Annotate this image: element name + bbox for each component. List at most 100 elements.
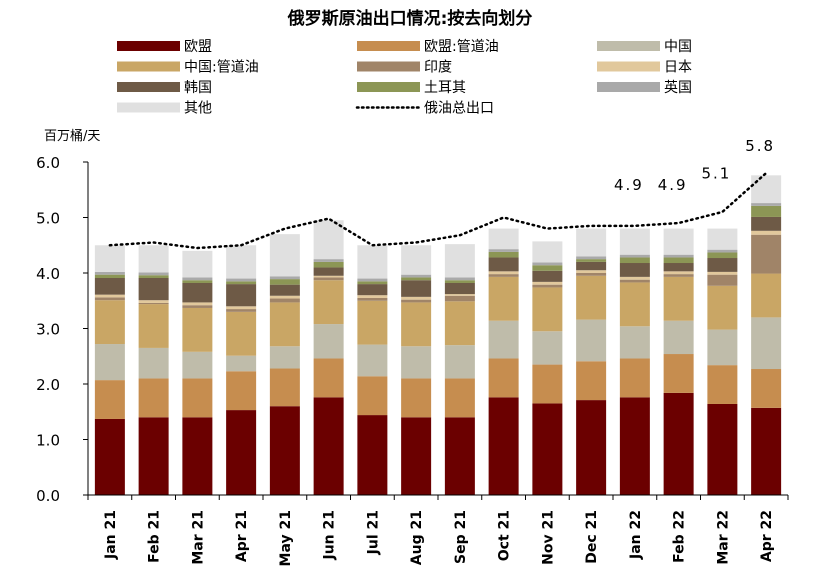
bar-segment: [357, 376, 388, 416]
bar-segment: [226, 245, 257, 279]
y-tick-label: 4.0: [36, 265, 60, 283]
bar-segment: [532, 270, 563, 282]
bar-segment: [138, 378, 169, 418]
x-tick-label: Feb 22: [672, 510, 688, 563]
bar-segment: [444, 345, 475, 379]
legend-swatch: [117, 41, 180, 51]
legend-item: 英国: [597, 79, 692, 96]
bar-segment: [401, 280, 432, 297]
legend-item: 土耳其: [357, 80, 466, 96]
y-tick-label: 0.0: [36, 487, 60, 505]
bar-segment: [619, 279, 650, 283]
bars: [94, 175, 782, 495]
legend-label: 其他: [184, 101, 212, 117]
bar-segment: [269, 406, 300, 495]
bar-segment: [313, 358, 344, 398]
bar-segment: [751, 230, 782, 235]
x-tick-label: Dec 21: [584, 510, 600, 564]
bar-segment: [138, 347, 169, 379]
bar-segment: [269, 368, 300, 407]
bar-segment: [707, 274, 738, 286]
bar-segment: [357, 284, 388, 296]
bar-segment: [94, 277, 125, 295]
bar-segment: [619, 254, 650, 258]
bar-segment: [576, 256, 607, 260]
bar-stack: [444, 244, 475, 495]
legend-swatch: [357, 41, 420, 51]
bar-segment: [401, 417, 432, 495]
bar-segment: [138, 302, 169, 305]
bar-segment: [226, 306, 257, 310]
bar-segment: [401, 378, 432, 418]
x-tick-label: Sep 21: [453, 510, 469, 564]
x-tick-label: Oct 21: [497, 510, 513, 561]
bar-stack: [182, 250, 213, 495]
legend-item: 欧盟: [117, 39, 212, 55]
bar-segment: [663, 257, 694, 264]
bar-segment: [269, 298, 300, 303]
bar-segment: [182, 351, 213, 379]
bar-segment: [619, 358, 650, 398]
x-tick-label: Feb 21: [147, 510, 163, 563]
value-annotation: 5.1: [701, 165, 731, 183]
bar-segment: [576, 275, 607, 320]
value-annotation: 4.9: [658, 176, 688, 194]
y-tick-label: 5.0: [36, 210, 60, 228]
y-axis: 0.0 1.0 2.0 3.0 4.0 5.0 6.0: [36, 154, 89, 505]
legend-label: 中国:管道油: [184, 60, 259, 76]
legend-label: 印度: [424, 60, 452, 76]
bar-segment: [663, 320, 694, 355]
bar-segment: [576, 228, 607, 257]
bar-stack: [313, 220, 344, 495]
bar-segment: [313, 280, 344, 325]
bar-segment: [488, 320, 519, 359]
bar-segment: [94, 245, 125, 272]
bar-stack: [619, 228, 650, 495]
bar-segment: [94, 418, 125, 495]
x-tick-label: May 21: [278, 510, 294, 566]
bar-stack: [226, 245, 257, 495]
bar-segment: [444, 294, 475, 296]
bar-segment: [488, 257, 519, 272]
bar-segment: [357, 297, 388, 301]
bar-segment: [357, 295, 388, 298]
bar-segment: [313, 259, 344, 262]
bar-segment: [357, 278, 388, 282]
legend-item: 欧盟:管道油: [357, 39, 499, 55]
bar-segment: [576, 273, 607, 276]
bar-segment: [488, 358, 519, 398]
bar-stack: [663, 228, 694, 495]
bar-segment: [269, 284, 300, 296]
bar-segment: [444, 280, 475, 283]
bar-segment: [444, 282, 475, 295]
bar-segment: [619, 282, 650, 327]
bar-segment: [663, 354, 694, 393]
bar-segment: [269, 234, 300, 277]
legend-label: 土耳其: [424, 80, 466, 96]
bar-segment: [576, 259, 607, 262]
bar-stack: [707, 228, 738, 495]
bar-stack: [94, 245, 125, 495]
bar-segment: [444, 295, 475, 302]
bar-segment: [707, 258, 738, 272]
bar-segment: [751, 216, 782, 231]
bar-segment: [226, 311, 257, 356]
y-tick-label: 2.0: [36, 376, 60, 394]
bar-segment: [269, 276, 300, 280]
total-export-polyline: [108, 171, 768, 250]
bar-stack: [138, 245, 169, 495]
x-tick-label: Jan 21: [103, 510, 119, 560]
bar-segment: [313, 397, 344, 495]
bar-segment: [488, 274, 519, 277]
x-tick-label: Aug 21: [409, 510, 425, 565]
bar-segment: [94, 380, 125, 419]
legend-item: 印度: [357, 60, 452, 76]
bar-segment: [444, 277, 475, 281]
bar-segment: [182, 307, 213, 352]
legend-swatch: [597, 61, 660, 72]
value-annotation: 4.9: [614, 176, 644, 194]
legend-swatch: [117, 61, 180, 72]
bar-segment: [138, 245, 169, 273]
bar-segment: [532, 364, 563, 404]
bar-segment: [401, 296, 432, 300]
